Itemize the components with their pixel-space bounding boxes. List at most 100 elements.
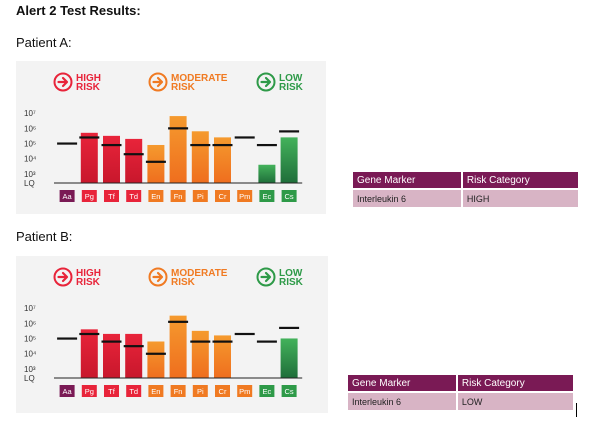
y-tick-label: 10⁷ xyxy=(24,109,36,118)
category-label-text: Cs xyxy=(285,192,294,201)
category-label-en: En xyxy=(148,385,164,397)
threshold-marker-tf xyxy=(101,340,122,343)
y-tick-label: 10⁵ xyxy=(24,139,36,148)
legend-text: MODERATE xyxy=(171,268,228,279)
y-tick-label: 10³ xyxy=(24,170,36,179)
bar-ec xyxy=(258,164,276,183)
category-label-text: Td xyxy=(129,192,138,201)
legend-text: RISK xyxy=(76,82,101,93)
patient-a-risk-table: Gene Marker Risk Category Interleukin 6 … xyxy=(353,172,578,207)
legend-text: LOW xyxy=(279,73,303,84)
bar-pi xyxy=(191,131,209,183)
category-label-en: En xyxy=(148,190,164,202)
gene-marker-cell: Interleukin 6 xyxy=(353,188,462,207)
high-risk-arrow-icon xyxy=(53,72,73,92)
category-label-aa: Aa xyxy=(59,385,75,397)
threshold-marker-pg xyxy=(79,332,100,336)
category-label-tf: Tf xyxy=(104,385,119,397)
category-label-text: Cr xyxy=(219,192,227,201)
y-tick-label: 10⁵ xyxy=(24,334,36,343)
table-row: Interleukin 6 HIGH xyxy=(353,188,578,207)
threshold-marker-cs xyxy=(279,130,300,133)
bar-cs xyxy=(280,338,298,378)
threshold-marker-fn xyxy=(168,127,189,130)
category-label-cs: Cs xyxy=(281,385,297,397)
category-label-text: Pm xyxy=(239,192,250,201)
threshold-marker-fn xyxy=(168,320,189,323)
y-tick-label: 10⁶ xyxy=(24,319,36,328)
category-label-text: Fn xyxy=(174,192,183,201)
patient-a-chart-panel: HIGH RISK MODERATE RISK LOW RISK 10⁷ 10⁶ 10⁵ 10⁴ 1… xyxy=(16,61,326,214)
category-label-td: Td xyxy=(126,385,142,397)
patient-b-risk-table: Gene Marker Risk Category Interleukin 6 … xyxy=(348,375,573,410)
category-label-text: Pm xyxy=(239,387,250,396)
category-label-ec: Ec xyxy=(259,190,275,202)
threshold-marker-td xyxy=(123,345,144,348)
moderate-risk-arrow-icon xyxy=(148,267,168,287)
category-label-pg: Pg xyxy=(81,385,97,397)
threshold-marker-en xyxy=(145,160,166,163)
threshold-marker-cs xyxy=(279,326,300,330)
category-label-cr: Cr xyxy=(215,385,230,397)
bar-pg xyxy=(80,329,98,378)
threshold-marker-td xyxy=(123,153,144,156)
y-tick-label: 10⁷ xyxy=(24,304,36,313)
legend-text: RISK xyxy=(279,82,304,93)
category-label-fn: Fn xyxy=(170,190,186,202)
table-header-gene-marker: Gene Marker xyxy=(348,375,457,392)
category-label-text: Td xyxy=(129,387,138,396)
legend-text: HIGH xyxy=(76,73,101,84)
category-label-fn: Fn xyxy=(170,385,186,397)
category-label-text: Pg xyxy=(85,192,94,201)
bar-cr xyxy=(214,335,231,378)
category-label-text: En xyxy=(151,387,160,396)
y-tick-label: 10⁴ xyxy=(24,155,37,164)
threshold-marker-pm xyxy=(234,332,255,336)
category-label-tf: Tf xyxy=(104,190,119,202)
category-label-text: Tf xyxy=(108,387,116,396)
category-label-text: Fn xyxy=(174,387,183,396)
bar-cs xyxy=(280,137,298,183)
bar-pg xyxy=(80,132,98,183)
low-risk-arrow-icon xyxy=(256,72,276,92)
threshold-marker-en xyxy=(145,352,166,355)
category-label-text: Aa xyxy=(63,387,73,396)
legend-text: HIGH xyxy=(76,268,101,279)
text-cursor xyxy=(576,403,577,417)
category-label-td: Td xyxy=(126,190,142,202)
category-label-pm: Pm xyxy=(237,385,253,397)
legend-text: RISK xyxy=(171,277,196,288)
category-label-pg: Pg xyxy=(81,190,97,202)
threshold-marker-aa xyxy=(57,142,78,145)
bar-fn xyxy=(169,116,187,183)
y-tick-label: 10⁶ xyxy=(24,124,36,133)
category-label-cs: Cs xyxy=(281,190,297,202)
table-header-gene-marker: Gene Marker xyxy=(353,172,462,189)
category-label-text: Ec xyxy=(263,192,272,201)
category-label-pm: Pm xyxy=(237,190,253,202)
threshold-marker-pm xyxy=(234,136,255,139)
page-heading: Alert 2 Test Results: xyxy=(16,3,141,18)
category-label-ec: Ec xyxy=(259,385,275,397)
risk-category-cell: HIGH xyxy=(460,188,578,207)
patient-a-label: Patient A: xyxy=(16,35,72,50)
low-risk-arrow-icon xyxy=(256,267,276,287)
table-header-risk-category: Risk Category xyxy=(455,375,573,392)
y-tick-label: 10³ xyxy=(24,365,36,374)
legend-text: RISK xyxy=(76,277,101,288)
category-label-text: Pg xyxy=(85,387,94,396)
threshold-marker-pi xyxy=(190,340,211,343)
y-tick-label: 10⁴ xyxy=(24,350,37,359)
category-label-text: Cr xyxy=(219,387,227,396)
threshold-marker-cr xyxy=(212,340,233,343)
bar-td xyxy=(125,138,143,183)
bar-cr xyxy=(214,137,231,183)
high-risk-arrow-icon xyxy=(53,267,73,287)
legend-text: MODERATE xyxy=(171,73,228,84)
bar-pi xyxy=(191,330,209,378)
